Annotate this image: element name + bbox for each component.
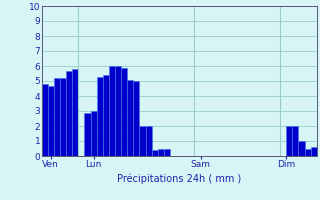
Bar (48, 86, 54, 156)
Bar (91, 111, 97, 156)
Bar (133, 81, 140, 156)
Bar (305, 148, 311, 156)
Bar (115, 66, 121, 156)
Bar (72, 69, 78, 156)
Bar (121, 68, 127, 156)
Bar (152, 150, 158, 156)
Bar (299, 141, 305, 156)
Bar (140, 126, 146, 156)
Bar (127, 79, 133, 156)
Bar (146, 126, 152, 156)
Bar (84, 112, 91, 156)
Bar (103, 75, 109, 156)
Bar (97, 76, 103, 156)
Bar (311, 147, 317, 156)
Bar (42, 84, 48, 156)
Bar (158, 148, 164, 156)
Bar (109, 66, 115, 156)
Bar (164, 148, 170, 156)
Bar (60, 78, 66, 156)
Bar (66, 71, 72, 156)
Bar (292, 126, 299, 156)
Bar (286, 126, 292, 156)
Bar (54, 78, 60, 156)
X-axis label: Précipitations 24h ( mm ): Précipitations 24h ( mm ) (117, 173, 241, 184)
